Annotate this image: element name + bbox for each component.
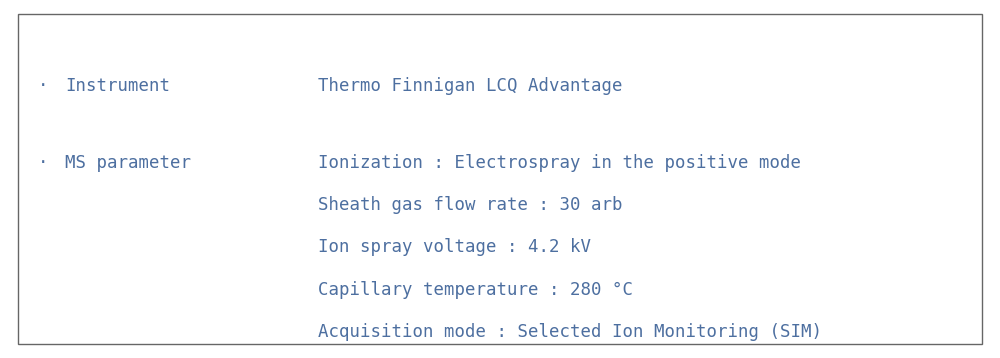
- Text: Capillary temperature : 280 °C: Capillary temperature : 280 °C: [318, 281, 633, 299]
- Text: Sheath gas flow rate : 30 arb: Sheath gas flow rate : 30 arb: [318, 196, 622, 214]
- Text: Acquisition mode : Selected Ion Monitoring (SIM): Acquisition mode : Selected Ion Monitori…: [318, 323, 822, 341]
- Text: ·: ·: [38, 77, 48, 95]
- Text: Thermo Finnigan LCQ Advantage: Thermo Finnigan LCQ Advantage: [318, 77, 622, 95]
- Text: Instrument: Instrument: [65, 77, 170, 95]
- Text: ·: ·: [38, 154, 48, 172]
- Text: Ion spray voltage : 4.2 kV: Ion spray voltage : 4.2 kV: [318, 238, 591, 256]
- Text: MS parameter: MS parameter: [65, 154, 191, 172]
- Text: Ionization : Electrospray in the positive mode: Ionization : Electrospray in the positiv…: [318, 154, 801, 172]
